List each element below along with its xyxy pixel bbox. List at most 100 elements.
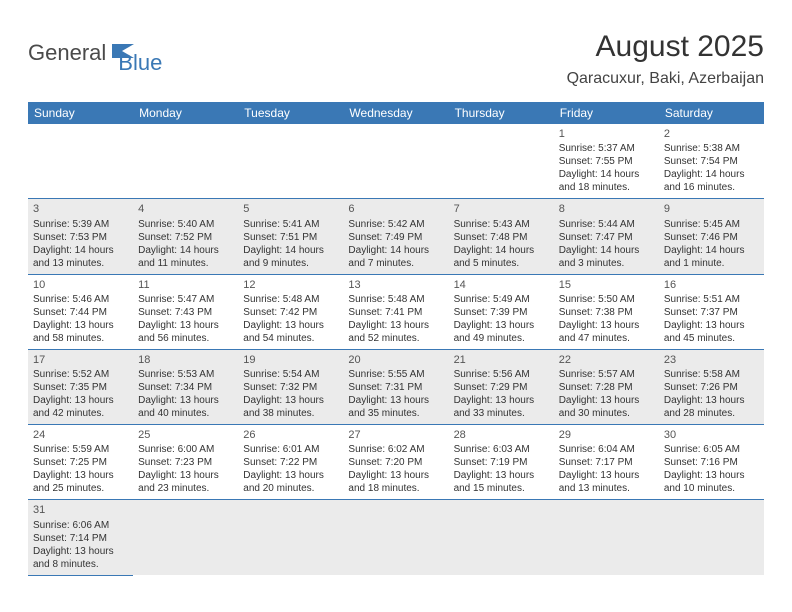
- calendar-cell: 18Sunrise: 5:53 AMSunset: 7:34 PMDayligh…: [133, 349, 238, 424]
- logo-text-blue: Blue: [118, 50, 162, 75]
- daylight-text: Daylight: 14 hours and 9 minutes.: [243, 244, 338, 270]
- day-number: 31: [33, 503, 128, 517]
- sunset-text: Sunset: 7:35 PM: [33, 381, 128, 394]
- sunrise-text: Sunrise: 5:48 AM: [243, 293, 338, 306]
- day-number: 9: [664, 202, 759, 216]
- sunset-text: Sunset: 7:17 PM: [559, 456, 654, 469]
- sunset-text: Sunset: 7:16 PM: [664, 456, 759, 469]
- sunrise-text: Sunrise: 5:58 AM: [664, 368, 759, 381]
- calendar-cell-empty: [28, 124, 133, 199]
- sunset-text: Sunset: 7:43 PM: [138, 306, 233, 319]
- day-header: Sunday: [28, 102, 133, 124]
- sunset-text: Sunset: 7:31 PM: [348, 381, 443, 394]
- sunset-text: Sunset: 7:25 PM: [33, 456, 128, 469]
- calendar-cell: 19Sunrise: 5:54 AMSunset: 7:32 PMDayligh…: [238, 349, 343, 424]
- daylight-text: Daylight: 13 hours and 38 minutes.: [243, 394, 338, 420]
- logo-text-general: General: [28, 40, 106, 66]
- day-number: 6: [348, 202, 443, 216]
- daylight-text: Daylight: 13 hours and 25 minutes.: [33, 469, 128, 495]
- calendar-cell: 25Sunrise: 6:00 AMSunset: 7:23 PMDayligh…: [133, 425, 238, 500]
- calendar-cell: 16Sunrise: 5:51 AMSunset: 7:37 PMDayligh…: [659, 274, 764, 349]
- calendar-cell: 5Sunrise: 5:41 AMSunset: 7:51 PMDaylight…: [238, 199, 343, 274]
- sunrise-text: Sunrise: 6:06 AM: [33, 519, 128, 532]
- calendar-cell: 24Sunrise: 5:59 AMSunset: 7:25 PMDayligh…: [28, 425, 133, 500]
- sunset-text: Sunset: 7:55 PM: [559, 155, 654, 168]
- sunset-text: Sunset: 7:26 PM: [664, 381, 759, 394]
- daylight-text: Daylight: 14 hours and 11 minutes.: [138, 244, 233, 270]
- daylight-text: Daylight: 13 hours and 23 minutes.: [138, 469, 233, 495]
- daylight-text: Daylight: 14 hours and 18 minutes.: [559, 168, 654, 194]
- calendar-cell: 21Sunrise: 5:56 AMSunset: 7:29 PMDayligh…: [449, 349, 554, 424]
- sunset-text: Sunset: 7:47 PM: [559, 231, 654, 244]
- calendar-cell: 27Sunrise: 6:02 AMSunset: 7:20 PMDayligh…: [343, 425, 448, 500]
- calendar-cell-empty: [554, 500, 659, 575]
- daylight-text: Daylight: 13 hours and 47 minutes.: [559, 319, 654, 345]
- sunrise-text: Sunrise: 5:38 AM: [664, 142, 759, 155]
- day-number: 11: [138, 278, 233, 292]
- day-number: 27: [348, 428, 443, 442]
- daylight-text: Daylight: 13 hours and 28 minutes.: [664, 394, 759, 420]
- daylight-text: Daylight: 13 hours and 54 minutes.: [243, 319, 338, 345]
- calendar-cell: 12Sunrise: 5:48 AMSunset: 7:42 PMDayligh…: [238, 274, 343, 349]
- sunset-text: Sunset: 7:54 PM: [664, 155, 759, 168]
- sunrise-text: Sunrise: 6:00 AM: [138, 443, 233, 456]
- sunset-text: Sunset: 7:48 PM: [454, 231, 549, 244]
- calendar-cell: 10Sunrise: 5:46 AMSunset: 7:44 PMDayligh…: [28, 274, 133, 349]
- daylight-text: Daylight: 13 hours and 52 minutes.: [348, 319, 443, 345]
- sunset-text: Sunset: 7:29 PM: [454, 381, 549, 394]
- daylight-text: Daylight: 14 hours and 16 minutes.: [664, 168, 759, 194]
- daylight-text: Daylight: 13 hours and 18 minutes.: [348, 469, 443, 495]
- daylight-text: Daylight: 13 hours and 45 minutes.: [664, 319, 759, 345]
- day-number: 23: [664, 353, 759, 367]
- logo: General Blue: [28, 30, 162, 76]
- calendar-cell-empty: [238, 500, 343, 575]
- calendar-cell: 26Sunrise: 6:01 AMSunset: 7:22 PMDayligh…: [238, 425, 343, 500]
- day-number: 1: [559, 127, 654, 141]
- calendar-row: 10Sunrise: 5:46 AMSunset: 7:44 PMDayligh…: [28, 274, 764, 349]
- calendar-cell: 8Sunrise: 5:44 AMSunset: 7:47 PMDaylight…: [554, 199, 659, 274]
- sunrise-text: Sunrise: 5:47 AM: [138, 293, 233, 306]
- calendar-cell: 28Sunrise: 6:03 AMSunset: 7:19 PMDayligh…: [449, 425, 554, 500]
- sunrise-text: Sunrise: 5:49 AM: [454, 293, 549, 306]
- sunrise-text: Sunrise: 5:43 AM: [454, 218, 549, 231]
- day-number: 17: [33, 353, 128, 367]
- day-number: 14: [454, 278, 549, 292]
- calendar-cell: 31Sunrise: 6:06 AMSunset: 7:14 PMDayligh…: [28, 500, 133, 575]
- sunrise-text: Sunrise: 5:55 AM: [348, 368, 443, 381]
- sunset-text: Sunset: 7:14 PM: [33, 532, 128, 545]
- calendar-cell-empty: [449, 124, 554, 199]
- day-header: Wednesday: [343, 102, 448, 124]
- day-header: Tuesday: [238, 102, 343, 124]
- sunset-text: Sunset: 7:46 PM: [664, 231, 759, 244]
- day-number: 28: [454, 428, 549, 442]
- sunrise-text: Sunrise: 5:37 AM: [559, 142, 654, 155]
- day-header: Monday: [133, 102, 238, 124]
- calendar-cell: 17Sunrise: 5:52 AMSunset: 7:35 PMDayligh…: [28, 349, 133, 424]
- daylight-text: Daylight: 14 hours and 13 minutes.: [33, 244, 128, 270]
- daylight-text: Daylight: 13 hours and 49 minutes.: [454, 319, 549, 345]
- header: General Blue August 2025 Qaracuxur, Baki…: [28, 30, 764, 88]
- day-number: 7: [454, 202, 549, 216]
- sunrise-text: Sunrise: 6:04 AM: [559, 443, 654, 456]
- day-number: 15: [559, 278, 654, 292]
- calendar-cell: 14Sunrise: 5:49 AMSunset: 7:39 PMDayligh…: [449, 274, 554, 349]
- calendar-header-row: Sunday Monday Tuesday Wednesday Thursday…: [28, 102, 764, 124]
- day-number: 29: [559, 428, 654, 442]
- sunset-text: Sunset: 7:51 PM: [243, 231, 338, 244]
- calendar-cell: 9Sunrise: 5:45 AMSunset: 7:46 PMDaylight…: [659, 199, 764, 274]
- calendar-cell-empty: [238, 124, 343, 199]
- day-number: 21: [454, 353, 549, 367]
- sunset-text: Sunset: 7:39 PM: [454, 306, 549, 319]
- daylight-text: Daylight: 13 hours and 13 minutes.: [559, 469, 654, 495]
- calendar-cell: 22Sunrise: 5:57 AMSunset: 7:28 PMDayligh…: [554, 349, 659, 424]
- day-number: 25: [138, 428, 233, 442]
- day-number: 24: [33, 428, 128, 442]
- calendar-row: 17Sunrise: 5:52 AMSunset: 7:35 PMDayligh…: [28, 349, 764, 424]
- calendar-cell-empty: [133, 500, 238, 575]
- sunset-text: Sunset: 7:49 PM: [348, 231, 443, 244]
- sunrise-text: Sunrise: 5:51 AM: [664, 293, 759, 306]
- daylight-text: Daylight: 13 hours and 42 minutes.: [33, 394, 128, 420]
- calendar-row: 1Sunrise: 5:37 AMSunset: 7:55 PMDaylight…: [28, 124, 764, 199]
- calendar-cell: 3Sunrise: 5:39 AMSunset: 7:53 PMDaylight…: [28, 199, 133, 274]
- daylight-text: Daylight: 13 hours and 15 minutes.: [454, 469, 549, 495]
